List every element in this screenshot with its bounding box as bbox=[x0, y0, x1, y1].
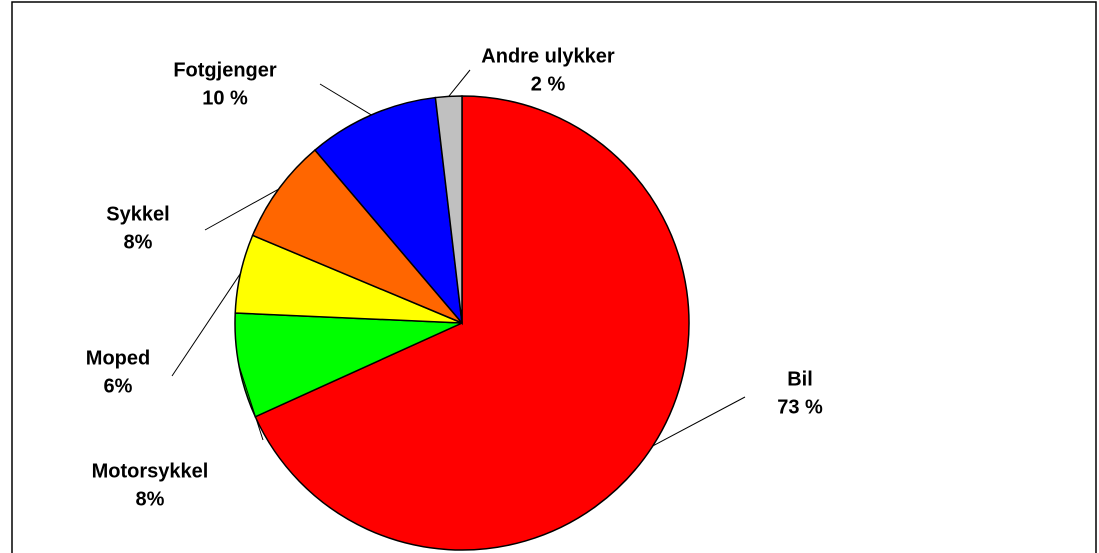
leader-line bbox=[652, 396, 746, 447]
leader-line bbox=[238, 365, 264, 441]
slice-label: Bil bbox=[787, 368, 813, 390]
leader-line bbox=[171, 273, 241, 377]
leader-line bbox=[319, 83, 372, 116]
leader-line bbox=[448, 69, 471, 97]
slice-label: Sykkel bbox=[106, 203, 169, 225]
slice-value-label: 6% bbox=[104, 375, 133, 397]
slice-value-label: 2 % bbox=[531, 73, 566, 95]
slice-value-label: 10 % bbox=[202, 87, 248, 109]
pie-slice bbox=[313, 96, 464, 326]
leader-line bbox=[204, 188, 279, 231]
slice-label: Andre ulykker bbox=[481, 45, 615, 67]
slice-value-label: 8% bbox=[124, 231, 153, 253]
slice-label: Moped bbox=[86, 347, 150, 369]
slice-label: Fotgjenger bbox=[173, 59, 277, 81]
slice-value-label: 8% bbox=[136, 488, 165, 510]
slice-value-label: 73 % bbox=[777, 396, 823, 418]
slice-label: Motorsykkel bbox=[92, 460, 209, 482]
pie-slice bbox=[251, 149, 463, 324]
